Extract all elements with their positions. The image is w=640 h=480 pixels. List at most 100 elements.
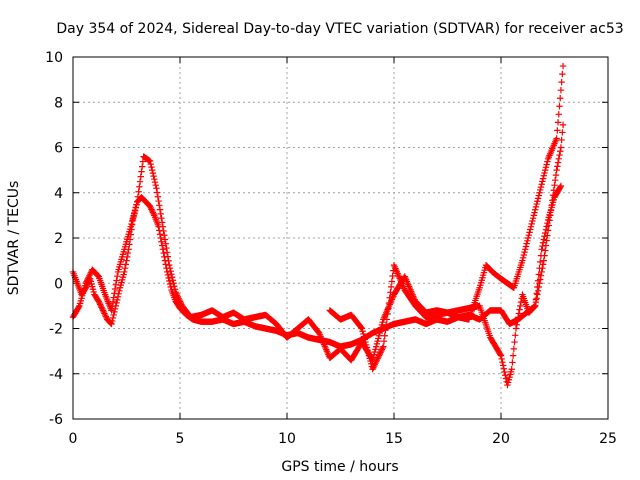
data-point-marker bbox=[556, 151, 563, 159]
data-point-marker bbox=[96, 301, 104, 308]
data-point-marker bbox=[541, 169, 548, 177]
data-point-marker bbox=[542, 247, 549, 254]
data-point-marker bbox=[514, 313, 522, 321]
data-point-marker bbox=[162, 240, 169, 247]
data-point-marker bbox=[116, 287, 123, 294]
data-point-marker bbox=[85, 274, 92, 281]
data-point-marker bbox=[156, 231, 164, 238]
data-point-marker bbox=[534, 198, 541, 205]
data-point-marker bbox=[531, 209, 538, 216]
data-point-marker bbox=[146, 203, 154, 210]
data-point-marker bbox=[532, 203, 540, 211]
data-point-marker bbox=[172, 289, 179, 296]
data-point-marker bbox=[543, 161, 550, 168]
data-point-marker bbox=[555, 155, 562, 163]
data-point-marker bbox=[385, 299, 393, 307]
data-point-marker bbox=[386, 294, 393, 301]
data-point-marker bbox=[161, 236, 169, 243]
data-point-marker bbox=[502, 372, 509, 379]
data-point-marker bbox=[538, 181, 545, 188]
data-point-marker bbox=[149, 209, 157, 216]
data-point-marker bbox=[536, 189, 543, 196]
data-point-marker bbox=[540, 257, 547, 264]
data-points bbox=[69, 62, 567, 389]
data-point-marker bbox=[371, 361, 378, 368]
data-point-marker bbox=[130, 212, 137, 219]
data-point-marker bbox=[541, 233, 548, 240]
data-point-marker bbox=[82, 280, 90, 287]
data-point-marker bbox=[542, 229, 549, 237]
data-point-marker bbox=[375, 353, 382, 361]
data-point-marker bbox=[101, 311, 109, 319]
data-point-marker bbox=[527, 223, 535, 230]
data-point-marker bbox=[158, 219, 166, 226]
data-point-marker bbox=[96, 299, 103, 307]
data-point-marker bbox=[159, 246, 167, 253]
y-tick-label: -6 bbox=[49, 412, 63, 428]
data-point-marker bbox=[173, 290, 180, 298]
data-point-marker bbox=[555, 111, 562, 118]
data-point-marker bbox=[530, 304, 538, 311]
data-point-marker bbox=[155, 197, 162, 205]
data-point-marker bbox=[127, 223, 134, 230]
data-point-marker bbox=[135, 188, 142, 195]
data-point-marker bbox=[524, 237, 531, 245]
data-point-marker bbox=[158, 242, 166, 249]
data-point-marker bbox=[148, 166, 156, 174]
data-point-marker bbox=[512, 325, 520, 332]
data-point-marker bbox=[498, 355, 505, 363]
data-point-marker bbox=[86, 271, 94, 278]
data-point-marker bbox=[552, 176, 559, 184]
data-point-marker bbox=[176, 296, 183, 304]
x-axis-label: GPS time / hours bbox=[281, 459, 398, 475]
data-point-marker bbox=[139, 158, 147, 165]
data-point-marker bbox=[109, 314, 117, 322]
data-point-marker bbox=[379, 344, 386, 352]
data-point-marker bbox=[382, 327, 389, 334]
data-point-marker bbox=[166, 280, 174, 288]
data-point-marker bbox=[151, 178, 159, 186]
data-point-marker bbox=[98, 304, 105, 311]
data-point-marker bbox=[540, 172, 547, 179]
data-point-marker bbox=[534, 291, 541, 298]
x-tick-label: 20 bbox=[492, 431, 510, 447]
data-point-marker bbox=[535, 192, 543, 199]
data-point-marker bbox=[516, 306, 523, 313]
data-point-marker bbox=[522, 243, 530, 250]
data-point-marker bbox=[374, 355, 381, 362]
data-point-marker bbox=[163, 249, 171, 256]
data-point-marker bbox=[375, 352, 383, 359]
data-point-marker bbox=[554, 119, 562, 126]
data-point-marker bbox=[502, 375, 510, 382]
data-point-marker bbox=[557, 95, 564, 102]
data-point-marker bbox=[148, 206, 155, 213]
data-point-marker bbox=[148, 163, 155, 171]
data-point-marker bbox=[557, 184, 564, 191]
data-point-marker bbox=[377, 349, 384, 356]
data-point-marker bbox=[512, 332, 519, 339]
data-point-marker bbox=[159, 223, 167, 230]
y-tick-label: 0 bbox=[54, 276, 63, 292]
data-point-marker bbox=[559, 129, 566, 136]
data-point-marker bbox=[559, 62, 567, 70]
data-point-marker bbox=[167, 267, 174, 275]
data-point-marker bbox=[147, 204, 154, 212]
data-point-marker bbox=[164, 271, 172, 279]
data-point-marker bbox=[138, 163, 146, 170]
data-point-marker bbox=[528, 220, 535, 228]
data-point-marker bbox=[109, 298, 117, 306]
data-point-marker bbox=[111, 308, 118, 316]
data-point-marker bbox=[149, 169, 157, 177]
data-point-marker bbox=[557, 182, 565, 190]
data-point-marker bbox=[524, 234, 532, 242]
data-point-marker bbox=[534, 277, 542, 284]
data-point-marker bbox=[530, 212, 538, 219]
data-point-marker bbox=[176, 298, 184, 305]
data-point-marker bbox=[166, 264, 174, 272]
data-point-marker bbox=[108, 320, 115, 328]
data-point-marker bbox=[175, 295, 182, 302]
data-point-marker bbox=[372, 358, 380, 365]
data-point-marker bbox=[534, 283, 541, 291]
data-point-marker bbox=[114, 293, 122, 301]
data-point-marker bbox=[84, 275, 92, 282]
